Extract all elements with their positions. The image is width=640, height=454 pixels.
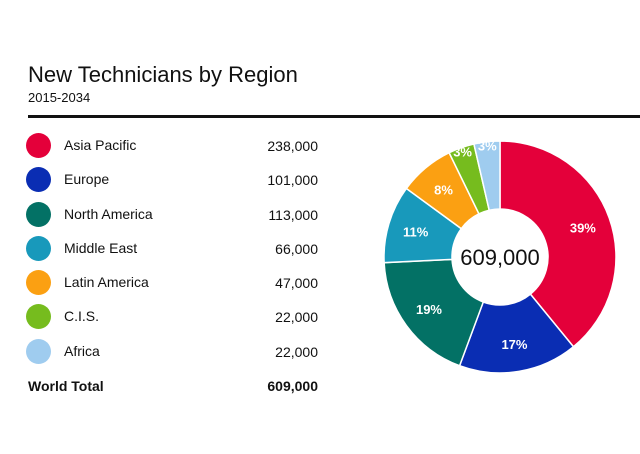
- legend-item-cis: C.I.S. 22,000: [26, 304, 326, 338]
- legend: Asia Pacific 238,000 Europe 101,000 Nort…: [26, 133, 326, 373]
- legend-swatch-europe: [26, 167, 51, 193]
- donut-chart: 39% 17% 19% 11% 8% 3% 3% 609,000: [383, 139, 617, 374]
- legend-item-europe: Europe 101,000: [26, 167, 326, 201]
- chart-subtitle: 2015-2034: [28, 90, 91, 105]
- legend-item-africa: Africa 22,000: [26, 338, 326, 373]
- legend-item-asia-pacific: Asia Pacific 238,000: [26, 133, 326, 167]
- legend-label: Europe: [64, 171, 110, 188]
- legend-label: Africa: [64, 342, 100, 359]
- pie-slice-percent-label: 11%: [403, 225, 429, 240]
- pie-slice-percent-label: 19%: [416, 302, 442, 317]
- world-total-value: 609,000: [267, 378, 318, 394]
- legend-label: Latin America: [64, 274, 149, 291]
- pie-slice-north-america: [383, 258, 485, 367]
- pie-slice-percent-label: 3%: [478, 139, 497, 154]
- legend-swatch-cis: [26, 304, 51, 330]
- pie-slice-europe: [458, 293, 575, 374]
- legend-swatch-middle-east: [26, 235, 51, 261]
- pie-slice-africa: [472, 140, 501, 212]
- legend-value: 22,000: [275, 309, 318, 326]
- header-divider: [28, 115, 640, 118]
- legend-label: Middle East: [64, 239, 138, 256]
- legend-label: C.I.S.: [64, 308, 100, 325]
- pie-slice-asia-pacific: [499, 140, 617, 348]
- legend-swatch-north-america: [26, 201, 51, 227]
- legend-label: North America: [64, 205, 153, 222]
- legend-label: Asia Pacific: [64, 137, 137, 153]
- legend-value: 47,000: [275, 275, 318, 292]
- pie-slice-percent-label: 17%: [501, 337, 527, 352]
- legend-swatch-africa: [26, 338, 51, 364]
- legend-value: 113,000: [268, 206, 318, 223]
- world-total-label: World Total: [28, 378, 104, 394]
- legend-value: 238,000: [267, 138, 318, 154]
- legend-item-latin-america: Latin America 47,000: [26, 270, 326, 304]
- pie-slice-percent-label: 3%: [453, 144, 472, 159]
- donut-center-total: 609,000: [460, 245, 540, 270]
- legend-value: 66,000: [275, 240, 318, 257]
- legend-swatch-asia-pacific: [26, 133, 51, 158]
- legend-item-north-america: North America 113,000: [26, 201, 326, 236]
- legend-value: 22,000: [275, 343, 318, 360]
- legend-swatch-latin-america: [26, 270, 51, 296]
- legend-value: 101,000: [267, 172, 318, 189]
- world-total-row: World Total 609,000: [28, 378, 318, 398]
- legend-item-middle-east: Middle East 66,000: [26, 235, 326, 270]
- pie-slice-percent-label: 39%: [570, 220, 596, 235]
- pie-slice-percent-label: 8%: [434, 182, 453, 197]
- chart-title: New Technicians by Region: [28, 62, 298, 87]
